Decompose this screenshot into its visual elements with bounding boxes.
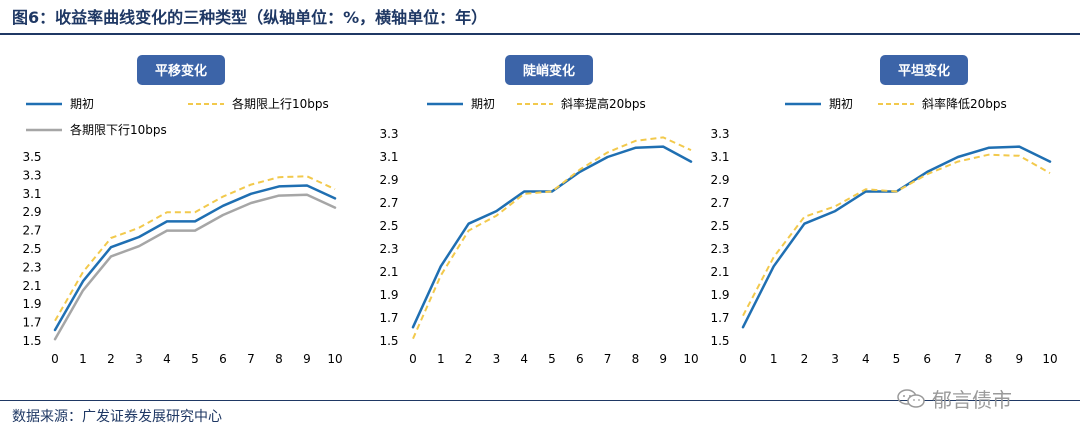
x-tick-label: 6 [923, 352, 931, 366]
series-line-1 [53, 184, 337, 332]
y-tick-label: 1.9 [22, 297, 41, 311]
y-tick-label: 3.1 [710, 150, 729, 164]
legend-label: 期初 [70, 97, 94, 111]
x-tick-label: 0 [51, 352, 59, 366]
x-tick-label: 7 [247, 352, 255, 366]
y-tick-label: 2.5 [379, 219, 398, 233]
x-tick-label: 10 [683, 352, 698, 366]
panel-title: 陡峭变化 [523, 63, 575, 79]
x-tick-label: 8 [275, 352, 283, 366]
source-note: 数据来源：广发证券发展研究中心 [12, 409, 222, 425]
x-tick-label: 8 [985, 352, 993, 366]
y-tick-label: 3.1 [379, 150, 398, 164]
legend-label: 期初 [829, 97, 853, 111]
y-tick-label: 1.9 [710, 288, 729, 302]
x-tick-label: 5 [548, 352, 556, 366]
chart-panel-3: 平坦变化 3.3 3.1 2.9 2.7 2.5 2.3 2.1 1.9 1.7 1.5 0 1 2 3 4 5… [710, 55, 1058, 366]
x-tick-label: 9 [303, 352, 311, 366]
x-tick-label: 0 [739, 352, 747, 366]
wechat-icon [897, 388, 925, 408]
y-tick-label: 3.5 [22, 150, 41, 164]
y-tick-label: 2.5 [22, 242, 41, 256]
top-rule [0, 33, 1080, 35]
x-tick-label: 1 [437, 352, 445, 366]
y-tick-label: 3.3 [22, 168, 41, 182]
x-tick-label: 6 [219, 352, 227, 366]
y-tick-label: 1.5 [710, 334, 729, 348]
y-tick-label: 1.5 [22, 334, 41, 348]
x-tick-label: 8 [632, 352, 640, 366]
legend-label: 各期限上行10bps [232, 96, 329, 111]
bottom-rule [0, 400, 1080, 401]
x-tick-label: 9 [659, 352, 667, 366]
x-tick-label: 10 [1042, 352, 1057, 366]
x-tick-label: 2 [801, 352, 809, 366]
y-tick-label: 2.5 [710, 219, 729, 233]
panel-title-badge [880, 55, 968, 85]
x-tick-label: 1 [770, 352, 778, 366]
legend-label: 各期限下行10bps [70, 122, 167, 137]
legend-label: 期初 [471, 97, 495, 111]
y-tick-label: 2.7 [710, 196, 729, 210]
y-tick-label: 2.7 [379, 196, 398, 210]
y-tick-label: 2.7 [22, 224, 41, 238]
x-tick-label: 4 [163, 352, 171, 366]
chart-panel-1: 平移变化 3.5 3.3 3.1 2.9 2.7 2.5 2.3 2.1 1.9 1.7 1.5 0 1 2… [22, 55, 343, 366]
x-tick-label: 0 [409, 352, 417, 366]
y-tick-label: 1.7 [379, 311, 398, 325]
watermark: 郁言债市 [896, 384, 1012, 413]
watermark-text: 郁言债市 [932, 388, 1012, 412]
y-tick-label: 1.9 [379, 288, 398, 302]
y-tick-label: 2.9 [710, 173, 729, 187]
series-line-1 [411, 145, 693, 329]
x-tick-label: 3 [831, 352, 839, 366]
figure-title: 图6：收益率曲线变化的三种类型（纵轴单位：%，横轴单位：年） [12, 8, 488, 27]
x-tick-label: 4 [520, 352, 528, 366]
y-tick-label: 1.5 [379, 334, 398, 348]
x-tick-label: 5 [191, 352, 199, 366]
series-line-2 [412, 136, 692, 340]
x-tick-label: 3 [135, 352, 143, 366]
panel-title: 平移变化 [155, 63, 207, 79]
legend-label: 斜率降低20bps [922, 96, 1007, 111]
series-line-2 [742, 153, 1051, 317]
y-tick-label: 3.3 [710, 127, 729, 141]
y-tick-label: 2.9 [379, 173, 398, 187]
y-tick-label: 2.1 [379, 265, 398, 279]
y-tick-label: 2.3 [22, 260, 41, 274]
x-tick-label: 3 [493, 352, 501, 366]
x-tick-label: 5 [893, 352, 901, 366]
legend-label: 斜率提高20bps [561, 96, 646, 111]
y-tick-label: 3.3 [379, 127, 398, 141]
series-line-2 [54, 175, 336, 322]
x-tick-label: 6 [576, 352, 584, 366]
panel-title: 平坦变化 [898, 63, 950, 79]
y-tick-label: 1.7 [710, 311, 729, 325]
x-tick-label: 7 [604, 352, 612, 366]
y-tick-label: 2.3 [379, 242, 398, 256]
y-tick-label: 1.7 [22, 316, 41, 330]
x-tick-label: 10 [327, 352, 342, 366]
x-tick-label: 2 [465, 352, 473, 366]
series-line-3 [53, 193, 337, 341]
x-tick-label: 9 [1015, 352, 1023, 366]
panel-title-badge [505, 55, 593, 85]
x-tick-label: 7 [954, 352, 962, 366]
x-tick-label: 1 [79, 352, 87, 366]
x-tick-label: 4 [862, 352, 870, 366]
y-tick-label: 3.1 [22, 187, 41, 201]
panel-title-badge [137, 55, 225, 85]
chart-panel-2: 陡峭变化 3.3 3.1 2.9 2.7 2.5 2.3 2.1 1.9 1.7 1.5 0 1 2 3 4 5… [379, 55, 699, 366]
x-tick-label: 2 [107, 352, 115, 366]
y-tick-label: 2.3 [710, 242, 729, 256]
y-tick-label: 2.1 [22, 279, 41, 293]
y-tick-label: 2.1 [710, 265, 729, 279]
y-tick-label: 2.9 [22, 205, 41, 219]
